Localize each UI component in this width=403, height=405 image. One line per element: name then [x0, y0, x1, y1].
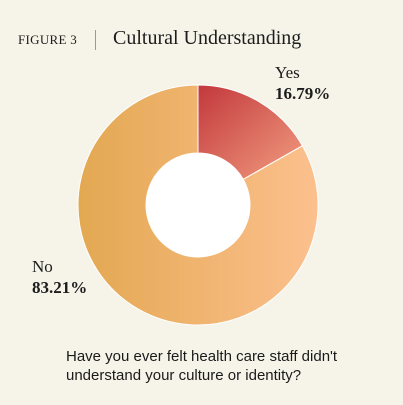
slice-label-no: No — [32, 257, 53, 276]
donut-hole — [146, 153, 250, 257]
slice-value-no: 83.21% — [32, 278, 87, 297]
figure-header: FIGURE 3 Cultural Understanding — [18, 26, 388, 54]
header-divider — [95, 30, 96, 50]
slice-label-yes: Yes — [275, 63, 300, 82]
chart-title: Cultural Understanding — [113, 27, 302, 49]
survey-question: Have you ever felt health care staff did… — [66, 348, 338, 384]
figure-label: FIGURE 3 — [18, 32, 78, 47]
slice-value-yes: 16.79% — [275, 84, 330, 103]
